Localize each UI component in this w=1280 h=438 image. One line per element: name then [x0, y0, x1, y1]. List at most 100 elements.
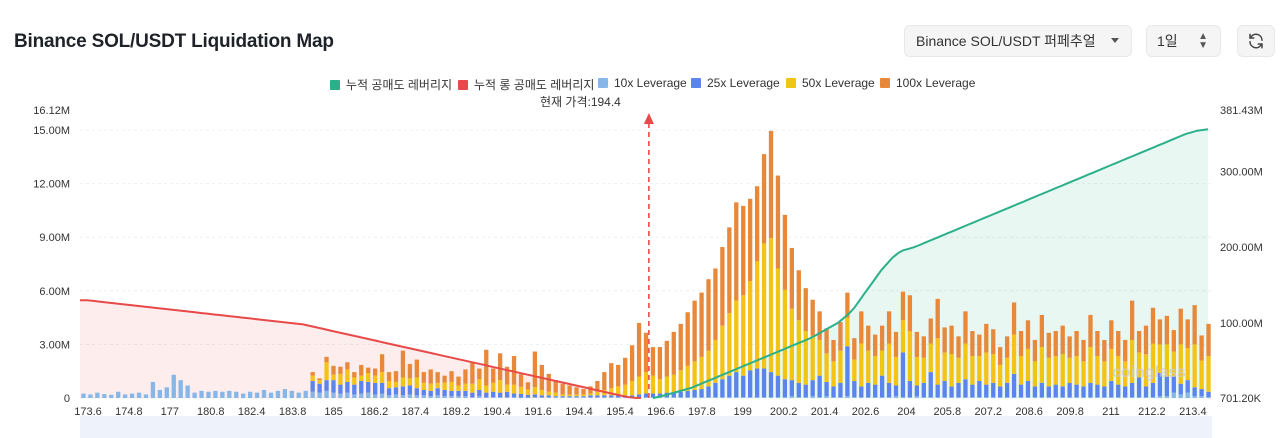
bar-10x: [699, 397, 704, 398]
bar-10x: [984, 397, 989, 398]
timeframe-value: 1일: [1157, 33, 1178, 49]
long-cum-line: [80, 299, 641, 399]
bar-10x: [1060, 397, 1065, 398]
bar-100x: [1157, 319, 1163, 345]
timeframe-select[interactable]: 1일 ▲ ▼: [1146, 25, 1221, 57]
bar-25x: [1102, 386, 1107, 398]
bar-10x: [213, 390, 218, 398]
bar-25x: [893, 385, 899, 397]
bar-100x: [1074, 331, 1079, 357]
bar-50x: [331, 374, 336, 381]
bar-10x: [859, 397, 864, 398]
legend-lev10[interactable]: 10x Leverage: [598, 76, 687, 90]
bar-25x: [866, 382, 871, 398]
bar-100x: [803, 288, 808, 332]
bar-10x: [907, 397, 913, 398]
bar-50x: [817, 339, 822, 376]
exchange-pair-select[interactable]: Binance SOL/USDT 퍼페추얼: [904, 25, 1132, 57]
bar-25x: [574, 396, 579, 398]
bar-50x: [956, 357, 961, 383]
bar-10x: [949, 397, 954, 398]
bar-50x: [1164, 344, 1170, 377]
bar-25x: [817, 375, 822, 398]
bar-25x: [824, 381, 829, 397]
bar-50x: [1025, 348, 1031, 382]
bar-10x: [157, 389, 163, 398]
bar-10x: [310, 391, 315, 398]
bar-100x: [720, 247, 725, 326]
x-tick: 190.4: [483, 406, 511, 418]
bar-100x: [1171, 330, 1176, 352]
bar-10x: [713, 397, 718, 398]
bar-25x: [720, 379, 725, 398]
bar-10x: [685, 397, 690, 398]
x-tick: 200.2: [770, 406, 798, 418]
bar-10x: [1164, 396, 1170, 398]
bar-50x: [428, 383, 433, 391]
bar-100x: [470, 362, 475, 384]
bar-100x: [817, 311, 822, 340]
bar-100x: [484, 349, 489, 386]
bar-100x: [734, 202, 739, 301]
bar-10x: [268, 392, 274, 398]
bar-50x: [782, 289, 788, 380]
x-tick: 194.4: [565, 406, 593, 418]
current-price-arrow: [643, 113, 654, 124]
bar-100x: [366, 367, 371, 373]
x-tick: 186.2: [361, 406, 389, 418]
bar-25x: [1039, 382, 1045, 398]
bar-50x: [435, 382, 440, 389]
bar-10x: [463, 396, 468, 398]
bar-10x: [199, 390, 204, 398]
updown-chevron-icon: ▲ ▼: [1198, 31, 1208, 51]
bar-50x: [511, 384, 517, 394]
bar-25x: [741, 375, 746, 398]
bar-10x: [1088, 397, 1093, 398]
refresh-button[interactable]: [1237, 25, 1275, 57]
bar-100x: [414, 359, 419, 378]
bar-50x: [629, 381, 635, 396]
bar-50x: [789, 308, 794, 381]
bar-25x: [546, 395, 551, 398]
x-tick: 173.6: [74, 406, 102, 418]
bar-10x: [1067, 397, 1072, 398]
bar-50x: [977, 356, 982, 382]
bar-50x: [1171, 351, 1176, 377]
bar-10x: [879, 397, 885, 398]
bar-25x: [1185, 380, 1190, 393]
bar-10x: [532, 397, 538, 398]
chart-scrollbar[interactable]: [80, 416, 1212, 438]
y-right-tick: 701.20K: [1220, 393, 1262, 405]
bar-100x: [560, 383, 565, 395]
bar-50x: [650, 375, 656, 394]
legend-label: 50x Leverage: [802, 76, 875, 90]
x-tick: 205.8: [934, 406, 962, 418]
bar-10x: [1206, 397, 1211, 398]
bar-50x: [942, 352, 947, 382]
bar-100x: [956, 336, 961, 358]
bar-100x: [1150, 307, 1156, 344]
bar-50x: [595, 391, 600, 396]
bar-10x: [150, 381, 156, 398]
bar-10x: [359, 393, 364, 398]
legend-label: 100x Leverage: [896, 76, 976, 90]
bar-50x: [761, 243, 767, 369]
bar-100x: [352, 372, 357, 378]
bar-25x: [532, 394, 538, 398]
bar-10x: [970, 397, 975, 398]
bar-10x: [775, 397, 781, 398]
legend-lev50[interactable]: 50x Leverage: [786, 76, 875, 90]
bar-10x: [852, 397, 857, 398]
bar-100x: [970, 331, 975, 357]
bar-10x: [824, 396, 829, 398]
legend-short-cum[interactable]: 누적 공매도 레버리지: [330, 76, 452, 93]
bar-50x: [1143, 354, 1149, 387]
legend-lev25[interactable]: 25x Leverage: [691, 76, 780, 90]
bar-10x: [678, 397, 683, 398]
bar-100x: [810, 299, 815, 336]
legend-swatch-short: [330, 79, 340, 90]
legend-lev100[interactable]: 100x Leverage: [880, 76, 975, 90]
bar-10x: [845, 396, 850, 398]
legend-long-cum[interactable]: 누적 롱 공매도 레버리지: [458, 76, 594, 93]
